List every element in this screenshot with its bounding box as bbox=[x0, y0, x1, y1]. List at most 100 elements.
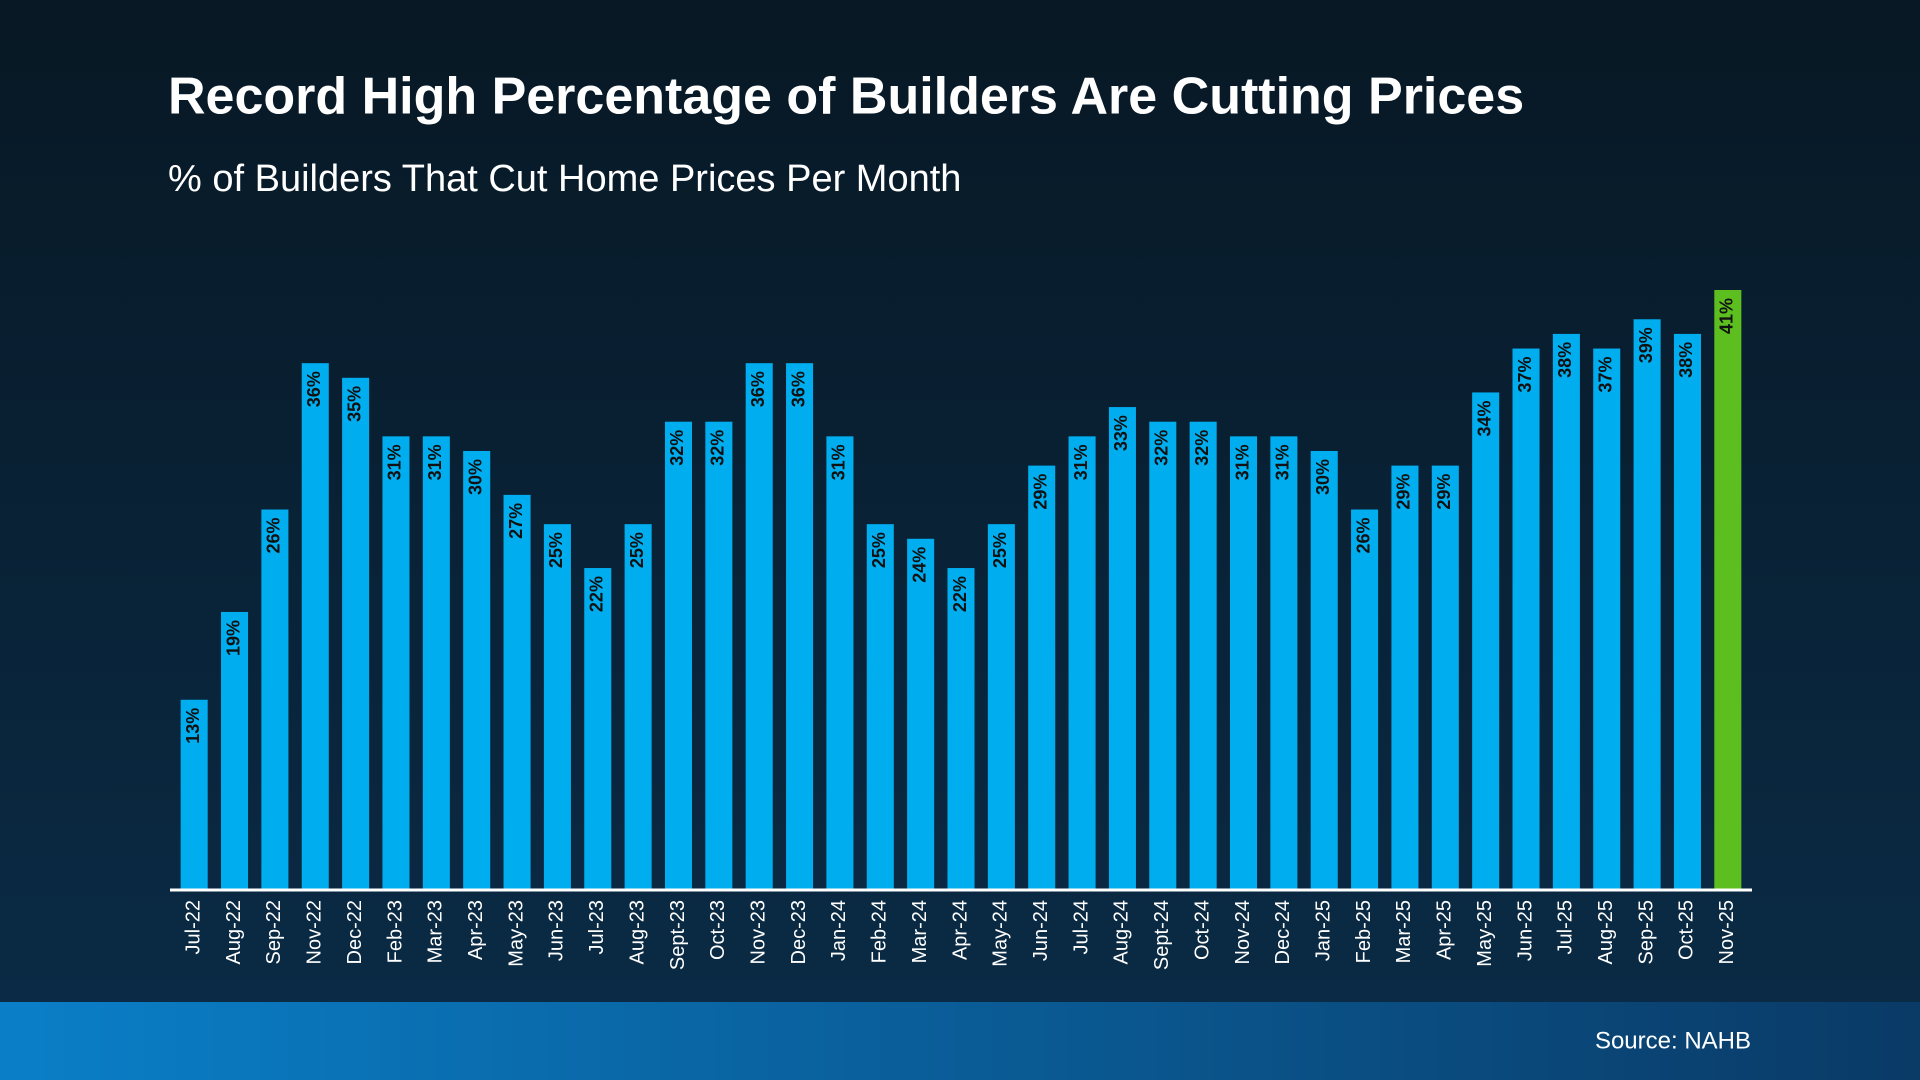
x-tick-label: Apr-24 bbox=[949, 900, 971, 960]
x-tick-label: Feb-24 bbox=[869, 900, 891, 963]
x-tick-label: Nov-22 bbox=[304, 900, 326, 964]
bar bbox=[866, 524, 894, 890]
data-label: 38% bbox=[1555, 342, 1575, 378]
x-tick-label: Mar-24 bbox=[909, 900, 931, 963]
bar bbox=[1512, 348, 1540, 890]
bar bbox=[826, 436, 854, 890]
bar bbox=[1673, 333, 1701, 890]
data-label: 25% bbox=[990, 532, 1010, 568]
x-tick-label: Apr-25 bbox=[1434, 900, 1456, 960]
x-tick-label: Mar-25 bbox=[1393, 900, 1415, 963]
data-label: 30% bbox=[465, 459, 485, 495]
bar bbox=[1229, 436, 1258, 890]
bar bbox=[907, 538, 935, 890]
data-label: 34% bbox=[1474, 400, 1494, 436]
bar bbox=[261, 509, 289, 890]
x-tick-label: Aug-24 bbox=[1111, 900, 1133, 965]
x-tick-label: Jul-23 bbox=[586, 900, 608, 954]
x-tick-label: May-25 bbox=[1474, 900, 1496, 967]
bar bbox=[503, 494, 531, 890]
x-tick-label: Aug-23 bbox=[626, 900, 648, 965]
data-label: 31% bbox=[1232, 444, 1252, 480]
bar bbox=[1633, 319, 1661, 890]
bar bbox=[947, 568, 975, 890]
x-tick-label: Sept-23 bbox=[667, 900, 689, 970]
data-label: 22% bbox=[950, 576, 970, 612]
data-label: 32% bbox=[1192, 430, 1212, 466]
x-tick-label: Jan-25 bbox=[1313, 900, 1335, 961]
data-label: 25% bbox=[627, 532, 647, 568]
bar bbox=[1270, 436, 1298, 890]
x-tick-label: Dec-23 bbox=[788, 900, 810, 964]
x-tick-label: Jun-23 bbox=[546, 900, 568, 961]
x-tick-label: Sep-25 bbox=[1635, 900, 1657, 965]
data-label: 29% bbox=[1434, 474, 1454, 510]
bar bbox=[180, 699, 208, 890]
bar bbox=[1714, 290, 1742, 890]
x-tick-label: May-24 bbox=[990, 900, 1012, 967]
x-tick-label: Aug-22 bbox=[223, 900, 245, 965]
bar bbox=[1391, 465, 1419, 890]
data-label: 31% bbox=[829, 444, 849, 480]
source: Source: NAHB bbox=[1595, 1027, 1751, 1054]
bar bbox=[664, 421, 693, 890]
data-label: 26% bbox=[1353, 518, 1373, 554]
bar bbox=[624, 524, 652, 890]
bar bbox=[1552, 333, 1580, 890]
x-tick-label: Nov-23 bbox=[747, 900, 769, 964]
bar bbox=[745, 363, 773, 890]
data-label: 26% bbox=[264, 518, 284, 554]
bar bbox=[584, 568, 612, 890]
bar bbox=[221, 611, 249, 890]
data-label: 31% bbox=[1273, 444, 1293, 480]
bar bbox=[1431, 465, 1459, 890]
data-label: 38% bbox=[1676, 342, 1696, 378]
x-tick-label: Jul-22 bbox=[182, 900, 204, 954]
data-label: 31% bbox=[1071, 444, 1091, 480]
data-label: 41% bbox=[1717, 298, 1737, 334]
x-tick-label: Nov-25 bbox=[1716, 900, 1738, 964]
bar bbox=[1310, 450, 1338, 890]
data-label: 13% bbox=[183, 708, 203, 744]
bar bbox=[382, 436, 410, 890]
data-label: 25% bbox=[546, 532, 566, 568]
chart-title: Record High Percentage of Builders Are C… bbox=[168, 68, 1524, 126]
data-label: 32% bbox=[667, 430, 687, 466]
data-label: 36% bbox=[304, 371, 324, 407]
data-label: 24% bbox=[909, 547, 929, 583]
bar bbox=[1028, 465, 1056, 890]
x-tick-label: Oct-24 bbox=[1191, 900, 1213, 960]
data-label: 31% bbox=[385, 444, 405, 480]
bar bbox=[786, 363, 814, 890]
bar bbox=[987, 524, 1015, 890]
data-label: 37% bbox=[1595, 357, 1615, 393]
x-tick-label: Oct-25 bbox=[1676, 900, 1698, 960]
data-label: 29% bbox=[1394, 474, 1414, 510]
x-tick-label: Jul-24 bbox=[1070, 900, 1092, 954]
x-tick-label: Apr-23 bbox=[465, 900, 487, 960]
bar bbox=[1189, 421, 1217, 890]
bar bbox=[342, 377, 370, 890]
bar bbox=[463, 450, 491, 890]
data-label: 37% bbox=[1515, 357, 1535, 393]
x-tick-label: Aug-25 bbox=[1595, 900, 1617, 965]
data-label: 27% bbox=[506, 503, 526, 539]
bar bbox=[705, 421, 733, 890]
x-tick-label: Jun-24 bbox=[1030, 900, 1052, 961]
data-label: 32% bbox=[708, 430, 728, 466]
data-label: 22% bbox=[587, 576, 607, 612]
x-tick-label: Nov-24 bbox=[1232, 900, 1254, 964]
bar bbox=[1068, 436, 1096, 890]
bar bbox=[301, 363, 329, 890]
x-tick-label: Feb-25 bbox=[1353, 900, 1375, 963]
data-label: 25% bbox=[869, 532, 889, 568]
x-tick-label: Jul-25 bbox=[1555, 900, 1577, 954]
bar bbox=[1108, 407, 1136, 890]
data-label: 36% bbox=[748, 371, 768, 407]
data-label: 39% bbox=[1636, 327, 1656, 363]
bar bbox=[1351, 509, 1379, 890]
footer-band bbox=[0, 1002, 1920, 1080]
x-tick-label: Sep-22 bbox=[263, 900, 285, 965]
data-label: 32% bbox=[1152, 430, 1172, 466]
